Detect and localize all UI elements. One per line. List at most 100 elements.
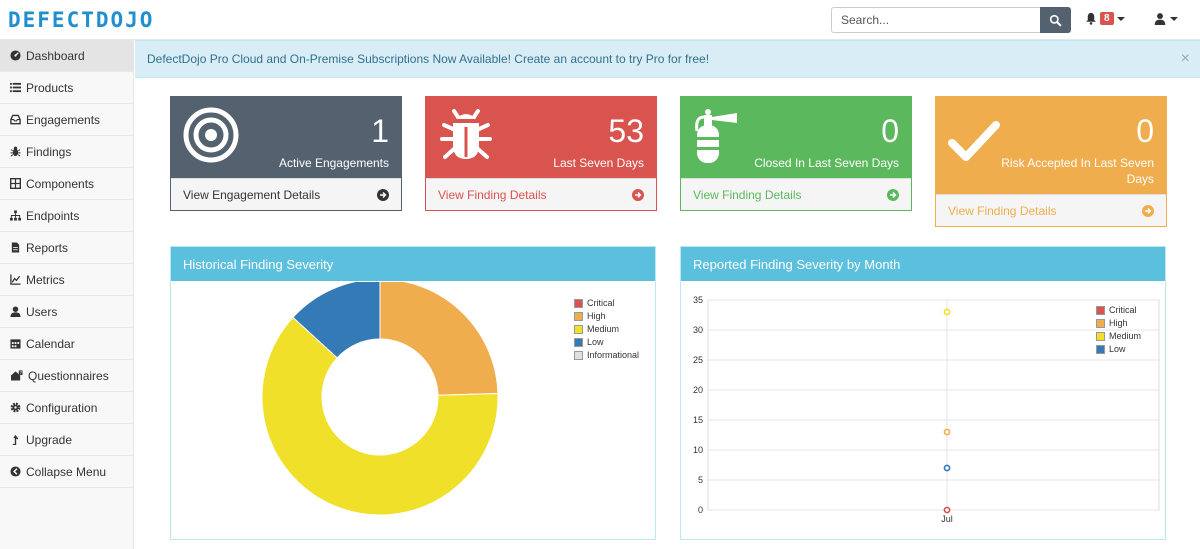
y-tick-label: 25 bbox=[693, 355, 703, 365]
pie-slice-medium bbox=[261, 316, 499, 516]
sidebar-item-label: Endpoints bbox=[26, 208, 80, 223]
y-tick-label: 35 bbox=[693, 295, 703, 305]
legend-label: Medium bbox=[587, 324, 620, 334]
arrow-circle-right-icon bbox=[632, 188, 644, 201]
arrow-circle-right-icon bbox=[887, 188, 899, 201]
data-point-critical bbox=[943, 506, 951, 514]
legend-label: High bbox=[587, 311, 606, 321]
gear-icon bbox=[10, 402, 21, 413]
legend-swatch bbox=[574, 338, 583, 347]
legend-item: Low bbox=[1096, 343, 1141, 356]
dashboard-icon bbox=[10, 50, 21, 61]
pie-slice-low bbox=[292, 282, 381, 359]
pie-slice-high bbox=[379, 282, 499, 396]
legend-item: Critical bbox=[1096, 304, 1141, 317]
legend-label: Medium bbox=[1109, 331, 1142, 341]
sidebar-item-products[interactable]: Products bbox=[0, 72, 133, 104]
data-point-high bbox=[943, 428, 951, 436]
legend-swatch bbox=[1096, 332, 1105, 341]
sidebar-item-metrics[interactable]: Metrics bbox=[0, 264, 133, 296]
legend-item: High bbox=[574, 310, 639, 323]
user-menu[interactable] bbox=[1154, 12, 1178, 25]
sidebar-item-label: Collapse Menu bbox=[26, 464, 107, 479]
questionnaire-icon: ? bbox=[11, 370, 23, 381]
sidebar: Dashboard Products Engagements Findings … bbox=[0, 40, 134, 549]
legend-item: Informational bbox=[574, 349, 639, 362]
list-icon bbox=[10, 82, 21, 93]
legend-label: Critical bbox=[1109, 305, 1137, 315]
sidebar-item-endpoints[interactable]: Endpoints bbox=[0, 200, 133, 232]
stat-link-label: View Finding Details bbox=[693, 187, 802, 202]
announcement-alert: DefectDojo Pro Cloud and On-Premise Subs… bbox=[135, 40, 1200, 78]
sidebar-item-configuration[interactable]: Configuration bbox=[0, 392, 133, 424]
legend-swatch bbox=[574, 351, 583, 360]
stat-label: Closed In Last Seven Days bbox=[754, 156, 899, 170]
sidebar-item-label: Users bbox=[26, 304, 58, 319]
upgrade-icon bbox=[12, 434, 19, 445]
y-tick-label: 5 bbox=[698, 475, 703, 485]
view-finding-details-link[interactable]: View Finding Details bbox=[681, 178, 911, 210]
y-tick-label: 30 bbox=[693, 325, 703, 335]
y-tick-label: 15 bbox=[693, 415, 703, 425]
alert-text: DefectDojo Pro Cloud and On-Premise Subs… bbox=[147, 52, 710, 66]
sidebar-item-collapse-menu[interactable]: Collapse Menu bbox=[0, 456, 133, 488]
severity-donut-chart bbox=[261, 282, 499, 516]
chevron-down-icon bbox=[1116, 16, 1125, 21]
sidebar-item-engagements[interactable]: Engagements bbox=[0, 104, 133, 136]
chevron-down-icon bbox=[1170, 16, 1178, 21]
legend-item: Medium bbox=[1096, 330, 1141, 343]
legend-item: Medium bbox=[574, 323, 639, 336]
arrow-circle-right-icon bbox=[377, 188, 389, 201]
legend-swatch bbox=[1096, 319, 1105, 328]
y-tick-label: 10 bbox=[693, 445, 703, 455]
view-finding-details-link[interactable]: View Finding Details bbox=[936, 194, 1166, 226]
y-tick-label: 0 bbox=[698, 505, 703, 515]
legend-item: High bbox=[1096, 317, 1141, 330]
sidebar-item-calendar[interactable]: Calendar bbox=[0, 328, 133, 360]
legend-label: Critical bbox=[587, 298, 615, 308]
sidebar-item-label: Reports bbox=[26, 240, 69, 255]
historical-finding-severity-panel: Historical Finding Severity Critical High… bbox=[170, 246, 656, 540]
view-engagement-details-link[interactable]: View Engagement Details bbox=[171, 178, 401, 210]
reported-finding-severity-panel: Reported Finding Severity by Month 0 5 10 1… bbox=[680, 246, 1166, 540]
sidebar-item-upgrade[interactable]: Upgrade bbox=[0, 424, 133, 456]
calendar-icon bbox=[10, 339, 21, 349]
notifications-dropdown[interactable]: 8 bbox=[1085, 12, 1125, 25]
bug-icon bbox=[10, 146, 21, 157]
user-icon bbox=[10, 306, 21, 317]
search-button[interactable] bbox=[1040, 7, 1071, 33]
sidebar-item-reports[interactable]: Reports bbox=[0, 232, 133, 264]
stat-link-label: View Engagement Details bbox=[183, 187, 321, 202]
plot-area bbox=[707, 299, 1160, 511]
view-finding-details-link[interactable]: View Finding Details bbox=[426, 178, 656, 210]
fire-extinguisher-icon bbox=[695, 109, 737, 163]
legend-swatch bbox=[574, 325, 583, 334]
file-icon bbox=[11, 242, 20, 253]
stat-link-label: View Finding Details bbox=[438, 187, 547, 202]
legend-label: Low bbox=[1109, 344, 1126, 354]
y-tick-label: 20 bbox=[693, 385, 703, 395]
chart-icon bbox=[10, 274, 21, 285]
sidebar-item-dashboard[interactable]: Dashboard bbox=[0, 40, 133, 72]
top-navbar: DEFECTDOJO 8 bbox=[0, 0, 1200, 40]
sidebar-item-questionnaires[interactable]: ? Questionnaires bbox=[0, 360, 133, 392]
sidebar-item-label: Configuration bbox=[26, 400, 98, 415]
stat-number: 0 bbox=[881, 113, 899, 149]
stat-label: Risk Accepted In Last Seven Days bbox=[1001, 156, 1154, 186]
table-icon bbox=[10, 178, 21, 189]
notifications-badge: 8 bbox=[1100, 12, 1114, 25]
sidebar-item-components[interactable]: Components bbox=[0, 168, 133, 200]
logo[interactable]: DEFECTDOJO bbox=[8, 8, 155, 32]
alert-close-button[interactable]: × bbox=[1180, 50, 1190, 67]
stat-number: 0 bbox=[1136, 113, 1154, 149]
sidebar-item-users[interactable]: Users bbox=[0, 296, 133, 328]
sidebar-item-label: Dashboard bbox=[26, 48, 85, 63]
severity-by-month-chart: 0 5 10 15 20 25 30 35 Jul bbox=[693, 295, 1160, 524]
sidebar-item-findings[interactable]: Findings bbox=[0, 136, 133, 168]
x-tick-label: Jul bbox=[941, 514, 953, 524]
target-icon bbox=[183, 107, 239, 163]
search-input[interactable] bbox=[831, 7, 1040, 33]
legend-item: Critical bbox=[574, 297, 639, 310]
legend-item: Low bbox=[574, 336, 639, 349]
sidebar-item-label: Questionnaires bbox=[28, 368, 109, 383]
